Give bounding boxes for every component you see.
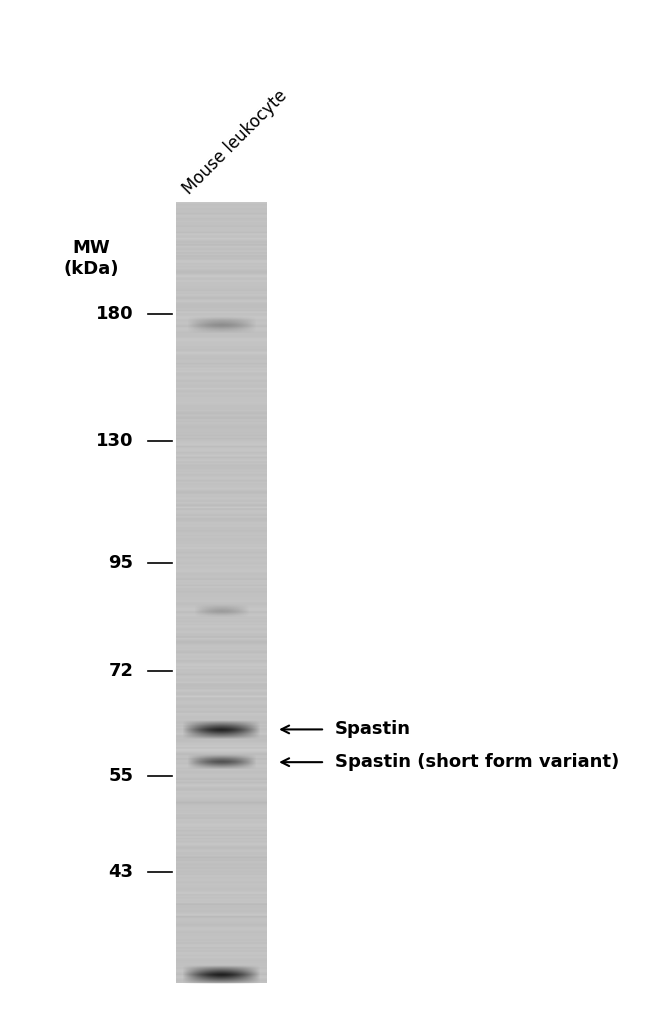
Text: 180: 180 (96, 306, 133, 323)
Text: 95: 95 (109, 554, 133, 572)
Text: 43: 43 (109, 863, 133, 881)
Text: 55: 55 (109, 767, 133, 785)
Text: Spastin (short form variant): Spastin (short form variant) (335, 754, 619, 771)
Text: Mouse leukocyte: Mouse leukocyte (179, 86, 291, 198)
Text: 72: 72 (109, 663, 133, 680)
Text: Spastin: Spastin (335, 720, 411, 738)
Text: MW
(kDa): MW (kDa) (63, 239, 119, 278)
Text: 130: 130 (96, 433, 133, 450)
